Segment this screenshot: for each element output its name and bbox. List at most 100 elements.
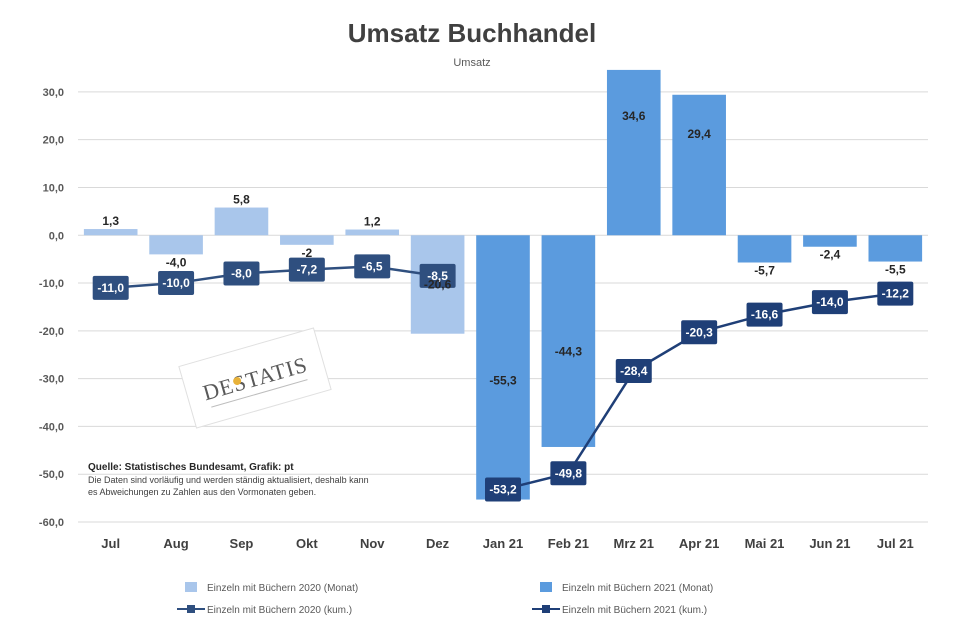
legend-swatch [185, 582, 197, 592]
bar [345, 229, 400, 236]
bar [541, 235, 596, 447]
source-annotation: Quelle: Statistisches Bundesamt, Grafik:… [88, 462, 369, 497]
bar-value-label: -2,4 [820, 248, 841, 262]
bar-value-label: -55,3 [489, 374, 517, 388]
y-tick-label: -60,0 [39, 517, 64, 529]
legend-label: Einzeln mit Büchern 2021 (kum.) [562, 605, 707, 616]
chart-subtitle: Umsatz [453, 57, 490, 69]
line-value-label: -8,0 [231, 266, 252, 280]
bar-value-label: 1,2 [364, 215, 381, 229]
line-layer [92, 254, 914, 502]
bar [606, 69, 661, 236]
x-tick-label: Aug [163, 536, 188, 551]
bar [868, 235, 923, 262]
line-point-marker [92, 275, 129, 300]
y-tick-label: 20,0 [43, 135, 64, 147]
line-point-marker [354, 254, 391, 279]
line-point-marker [223, 261, 260, 286]
x-tick-label: Jul 21 [877, 536, 914, 551]
bar-value-label: 1,3 [102, 214, 119, 228]
bar-value-label: 34,6 [622, 109, 646, 123]
y-axis-ticks: -60,0 -50,0 -40,0 -30,0 -20,0 -10,0 0,0 10,0 20,… [39, 87, 64, 529]
bar [83, 229, 138, 236]
bar-value-label: -4,0 [166, 255, 187, 269]
legend-label: Einzeln mit Büchern 2020 (Monat) [207, 583, 358, 594]
line-point-marker [746, 302, 783, 327]
x-tick-label: Jul [101, 536, 120, 551]
label-layer: 1,3 -4,0 5,8 -2 1,2 -20,6 -55,3 -44,3 34,6 29,4 -5… [97, 109, 909, 496]
x-tick-label: Apr 21 [679, 536, 719, 551]
bar-value-label: -2 [302, 246, 313, 260]
bar [476, 235, 530, 500]
logo-underline [211, 379, 308, 408]
y-tick-label: -50,0 [39, 469, 64, 481]
y-tick-label: 30,0 [43, 87, 64, 99]
line-value-label: -28,4 [620, 364, 648, 378]
line-point-marker [288, 257, 325, 282]
x-tick-label: Dez [426, 536, 450, 551]
bar [737, 235, 792, 263]
x-tick-label: Mrz 21 [614, 536, 654, 551]
bar [214, 207, 269, 236]
legend-swatch-marker [542, 605, 550, 613]
line-point-marker [485, 477, 521, 502]
bar [149, 235, 203, 255]
y-tick-label: 0,0 [49, 230, 64, 242]
line-value-label: -53,2 [489, 483, 517, 497]
line-value-label: -11,0 [97, 281, 124, 295]
line-point-marker [615, 358, 652, 383]
legend-label: Einzeln mit Büchern 2021 (Monat) [562, 583, 713, 594]
chart-title: Umsatz Buchhandel [348, 18, 597, 48]
line-value-label: -16,6 [751, 308, 779, 322]
logo-dot-icon [233, 377, 242, 386]
legend-swatch-marker [187, 605, 195, 613]
bar [280, 235, 334, 245]
x-tick-label: Feb 21 [548, 536, 589, 551]
line-point-marker [158, 271, 195, 296]
x-axis-ticks: Jul Aug Sep Okt Nov Dez Jan 21 Feb 21 Mrz 21 Apr … [101, 536, 913, 551]
bar-value-label: -5,5 [885, 263, 906, 277]
x-tick-label: Jun 21 [809, 536, 850, 551]
bar-value-label: -5,7 [754, 264, 775, 278]
line-value-label: -10,0 [162, 276, 190, 290]
y-tick-label: -30,0 [39, 374, 64, 386]
logo-card: DESTATIS [178, 327, 332, 429]
bar-value-label: -20,6 [424, 277, 452, 291]
y-tick-label: -10,0 [39, 278, 64, 290]
y-tick-label: -20,0 [39, 326, 64, 338]
source-text-line-2: es Abweichungen zu Zahlen aus den Vormon… [88, 487, 316, 497]
line-point-marker [877, 281, 914, 306]
x-tick-label: Mai 21 [745, 536, 785, 551]
bar-value-label: 29,4 [687, 127, 711, 141]
y-tick-label: 10,0 [43, 182, 64, 194]
legend-label: Einzeln mit Büchern 2020 (kum.) [207, 605, 352, 616]
line-value-label: -6,5 [362, 259, 383, 273]
line-point-marker [681, 320, 718, 345]
line-point-marker [811, 290, 848, 315]
line-value-label: -12,2 [882, 287, 910, 301]
line-value-label: -49,8 [555, 466, 583, 480]
source-title: Quelle: Statistisches Bundesamt, Grafik:… [88, 462, 294, 473]
bar-value-label: -44,3 [555, 345, 583, 359]
x-tick-label: Nov [360, 536, 385, 551]
x-tick-label: Jan 21 [483, 536, 523, 551]
bar [672, 94, 726, 236]
y-tick-label: -40,0 [39, 421, 64, 433]
line-value-label: -8,5 [427, 269, 448, 283]
line-value-label: -14,0 [816, 295, 844, 309]
x-tick-label: Sep [230, 536, 254, 551]
legend-swatch [540, 582, 552, 592]
bar-value-label: 5,8 [233, 193, 250, 207]
legend: Einzeln mit Büchern 2020 (Monat) Einzeln … [177, 582, 713, 616]
line-point-marker [419, 263, 456, 288]
logo-card-background [178, 327, 332, 429]
line-value-label: -20,3 [685, 325, 713, 339]
line-value-label: -7,2 [297, 263, 318, 277]
line-point-marker [550, 461, 587, 486]
bar-layer [83, 69, 923, 500]
bar [803, 235, 857, 247]
source-text-line-1: Die Daten sind vorläufig und werden stän… [88, 475, 369, 485]
x-tick-label: Okt [296, 536, 318, 551]
